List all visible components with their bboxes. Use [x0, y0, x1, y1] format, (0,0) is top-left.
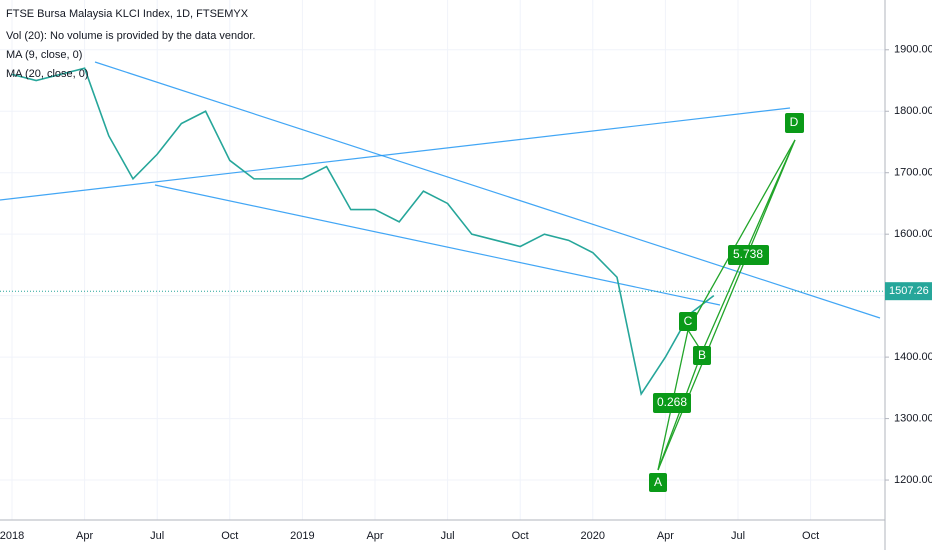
last-price-label: 1507.26: [889, 285, 929, 297]
pattern-label: A: [654, 475, 662, 489]
x-tick-label: Apr: [366, 530, 383, 542]
ratio-label: 5.738: [733, 247, 763, 261]
y-tick-label: 1300.00: [894, 412, 932, 424]
y-tick-label: 1400.00: [894, 351, 932, 363]
pattern-tag: [679, 312, 697, 331]
trend-line: [154, 184, 721, 306]
ratio-tag: [728, 245, 769, 265]
y-tick-label: 1700.00: [894, 167, 932, 179]
x-tick-label: Apr: [76, 530, 93, 542]
pattern-label: C: [684, 314, 693, 328]
x-tick-label: Jul: [441, 530, 455, 542]
pattern-label: D: [790, 115, 799, 129]
x-tick-label: Jul: [731, 530, 745, 542]
legend-line: MA (20, close, 0): [6, 68, 89, 80]
x-tick-label: Apr: [657, 530, 674, 542]
x-tick-label: 2018: [0, 530, 24, 542]
pattern-tag: [785, 113, 804, 133]
x-tick-label: 2019: [290, 530, 314, 542]
trend-line: [0, 107, 791, 201]
ratio-label: 0.268: [657, 395, 687, 409]
x-tick-label: Oct: [221, 530, 238, 542]
chart-title: FTSE Bursa Malaysia KLCI Index, 1D, FTSE…: [6, 8, 249, 20]
trend-line: [94, 61, 881, 319]
y-tick-label: 1900.00: [894, 44, 932, 56]
ratio-tag: [653, 393, 691, 413]
pattern-line: [687, 139, 796, 331]
y-tick-label: 1200.00: [894, 474, 932, 486]
y-tick-label: 1600.00: [894, 228, 932, 240]
x-tick-label: 2020: [581, 530, 605, 542]
pattern-tag: [693, 346, 711, 365]
last-price-tag: [885, 282, 932, 301]
price-line: [11, 67, 715, 397]
y-tick-label: 1800.00: [894, 105, 932, 117]
x-tick-label: Jul: [150, 530, 164, 542]
legend-line: Vol (20): No volume is provided by the d…: [6, 30, 255, 42]
pattern-tag: [649, 473, 667, 492]
x-tick-label: Oct: [512, 530, 529, 542]
pattern-label: B: [698, 348, 706, 362]
x-tick-label: Oct: [802, 530, 819, 542]
legend-line: MA (9, close, 0): [6, 49, 82, 61]
